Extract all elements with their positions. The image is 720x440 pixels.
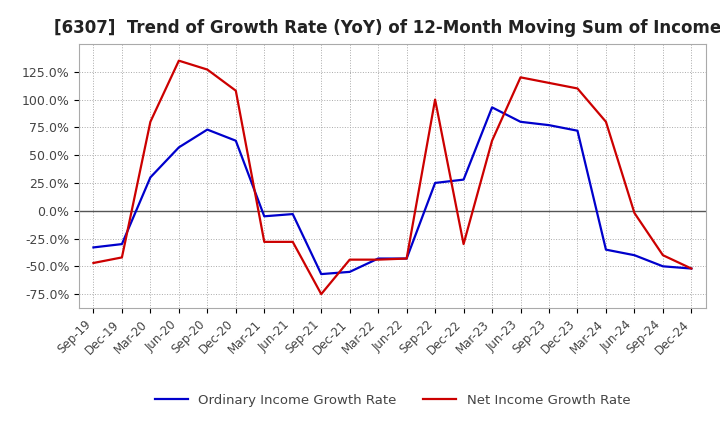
Ordinary Income Growth Rate <box>346 269 354 275</box>
Net Income Growth Rate <box>174 58 183 63</box>
Ordinary Income Growth Rate <box>459 177 468 182</box>
Ordinary Income Growth Rate <box>431 180 439 186</box>
Net Income Growth Rate <box>602 119 611 125</box>
Net Income Growth Rate <box>659 253 667 258</box>
Ordinary Income Growth Rate <box>289 212 297 217</box>
Title: [6307]  Trend of Growth Rate (YoY) of 12-Month Moving Sum of Incomes: [6307] Trend of Growth Rate (YoY) of 12-… <box>54 19 720 37</box>
Legend: Ordinary Income Growth Rate, Net Income Growth Rate: Ordinary Income Growth Rate, Net Income … <box>149 389 636 412</box>
Net Income Growth Rate <box>232 88 240 93</box>
Net Income Growth Rate <box>402 256 411 261</box>
Ordinary Income Growth Rate <box>573 128 582 133</box>
Ordinary Income Growth Rate <box>232 138 240 143</box>
Ordinary Income Growth Rate <box>516 119 525 125</box>
Net Income Growth Rate <box>117 255 126 260</box>
Ordinary Income Growth Rate <box>402 256 411 261</box>
Net Income Growth Rate <box>317 291 325 297</box>
Ordinary Income Growth Rate <box>602 247 611 252</box>
Ordinary Income Growth Rate <box>174 145 183 150</box>
Ordinary Income Growth Rate <box>117 242 126 247</box>
Ordinary Income Growth Rate <box>687 266 696 271</box>
Ordinary Income Growth Rate <box>146 175 155 180</box>
Ordinary Income Growth Rate <box>630 253 639 258</box>
Net Income Growth Rate <box>545 80 554 85</box>
Ordinary Income Growth Rate <box>374 256 382 261</box>
Ordinary Income Growth Rate <box>487 105 496 110</box>
Net Income Growth Rate <box>459 242 468 247</box>
Ordinary Income Growth Rate <box>89 245 98 250</box>
Ordinary Income Growth Rate <box>203 127 212 132</box>
Ordinary Income Growth Rate <box>545 122 554 128</box>
Ordinary Income Growth Rate <box>260 214 269 219</box>
Net Income Growth Rate <box>89 260 98 266</box>
Net Income Growth Rate <box>516 75 525 80</box>
Net Income Growth Rate <box>573 86 582 91</box>
Ordinary Income Growth Rate <box>659 264 667 269</box>
Net Income Growth Rate <box>487 138 496 143</box>
Ordinary Income Growth Rate <box>317 271 325 277</box>
Net Income Growth Rate <box>146 119 155 125</box>
Net Income Growth Rate <box>431 97 439 102</box>
Net Income Growth Rate <box>346 257 354 262</box>
Net Income Growth Rate <box>203 67 212 72</box>
Line: Ordinary Income Growth Rate: Ordinary Income Growth Rate <box>94 107 691 274</box>
Net Income Growth Rate <box>630 210 639 216</box>
Net Income Growth Rate <box>289 239 297 245</box>
Net Income Growth Rate <box>687 266 696 271</box>
Net Income Growth Rate <box>260 239 269 245</box>
Line: Net Income Growth Rate: Net Income Growth Rate <box>94 61 691 294</box>
Net Income Growth Rate <box>374 257 382 262</box>
